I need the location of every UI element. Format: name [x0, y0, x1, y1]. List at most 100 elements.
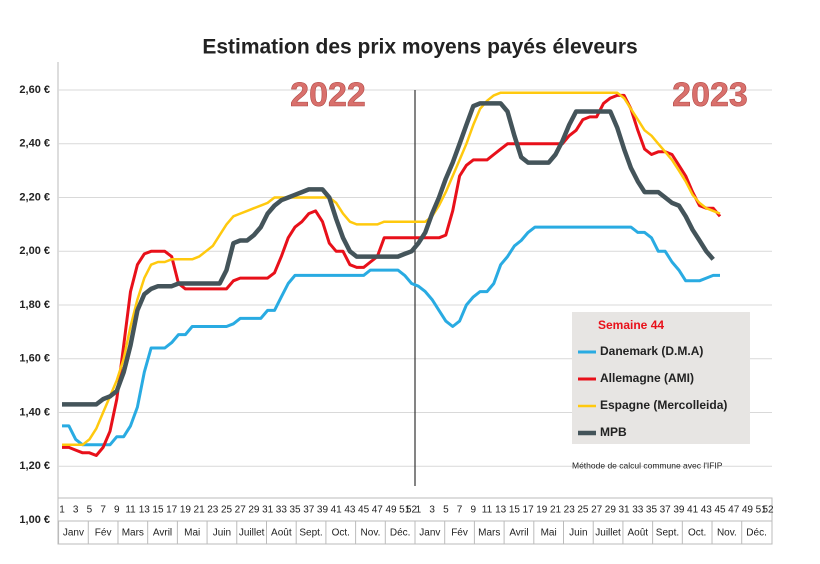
- y-tick-label: 2,40 €: [19, 138, 50, 150]
- y-tick-label: 2,60 €: [19, 84, 50, 96]
- y-tick-label: 1,80 €: [19, 299, 50, 311]
- x-tick-label: 49: [742, 505, 754, 516]
- x-month-label: Janv: [63, 528, 84, 539]
- x-tick-label: 37: [660, 505, 672, 516]
- series-line: [62, 93, 722, 457]
- x-tick-label: 23: [564, 505, 576, 516]
- x-month-label: Août: [627, 528, 648, 539]
- x-tick-label: 5: [87, 505, 93, 516]
- series-line: [62, 91, 721, 447]
- legend-label: MPB: [600, 425, 627, 439]
- x-tick-label: 39: [673, 505, 685, 516]
- plot-area: 1,00 € 1,20 € 1,40 € 1,60 € 1,80 € 2,00 € 2,20…: [19, 62, 774, 545]
- y-tick-label: 2,00 €: [19, 245, 50, 257]
- y-tick-label: 2,20 €: [19, 191, 50, 203]
- x-month-label: Août: [271, 528, 292, 539]
- x-tick-label: 45: [714, 505, 726, 516]
- x-tick-label: 49: [385, 505, 397, 516]
- x-month-label: Sept.: [299, 528, 322, 539]
- y-tick-label: 1,00 €: [19, 514, 50, 526]
- x-month-label: Janv: [419, 528, 440, 539]
- x-tick-label: 33: [632, 505, 644, 516]
- x-tick-label: 9: [114, 505, 120, 516]
- y-tick-label: 1,20 €: [19, 460, 50, 472]
- x-tick-label: 1: [59, 505, 65, 516]
- x-month-label: Nov.: [361, 528, 381, 539]
- legend-title: Semaine 44: [598, 318, 664, 332]
- x-tick-label: 45: [358, 505, 370, 516]
- x-month-label: Mai: [541, 528, 557, 539]
- x-month-label: Déc.: [390, 528, 411, 539]
- x-tick-label: 21: [194, 505, 206, 516]
- x-tick-label: 33: [276, 505, 288, 516]
- x-month-label: Déc.: [746, 528, 767, 539]
- x-tick-label: 29: [605, 505, 617, 516]
- legend: Semaine 44 Danemark (D.M.A) Allemagne (AM…: [572, 312, 750, 444]
- x-month-label: Mars: [122, 528, 144, 539]
- x-tick-label: 27: [591, 505, 603, 516]
- x-tick-label: 15: [509, 505, 521, 516]
- note: Méthode de calcul commune avec l'IFIP: [572, 460, 723, 470]
- year-label: 2023: [672, 76, 748, 114]
- year-label: 2022: [290, 76, 366, 114]
- x-tick-label: 47: [372, 505, 384, 516]
- x-tick-label: 7: [100, 505, 106, 516]
- x-tick-label: 41: [331, 505, 343, 516]
- x-tick-label: 9: [470, 505, 476, 516]
- x-month-label: Oct.: [332, 528, 350, 539]
- y-tick-label: 1,60 €: [19, 353, 50, 365]
- x-tick-label: 5: [443, 505, 449, 516]
- x-tick-label: 29: [248, 505, 260, 516]
- x-tick-label: 3: [429, 505, 435, 516]
- x-month-label: Mai: [184, 528, 200, 539]
- x-month-label: Juin: [569, 528, 587, 539]
- x-tick-label: 51: [756, 505, 768, 516]
- x-tick-label: 7: [457, 505, 463, 516]
- x-tick-label: 1: [416, 505, 422, 516]
- x-tick-label: 52: [406, 505, 418, 516]
- x-month-label: Oct.: [688, 528, 706, 539]
- x-tick-label: 25: [577, 505, 589, 516]
- x-tick-label: 19: [536, 505, 548, 516]
- x-month-label: Juillet: [595, 528, 621, 539]
- series-line: [62, 101, 715, 407]
- x-tick-label: 31: [618, 505, 630, 516]
- x-tick-label: 35: [289, 505, 301, 516]
- x-tick-label: 21: [550, 505, 562, 516]
- x-tick-label: 19: [180, 505, 192, 516]
- x-tick-label: 43: [701, 505, 713, 516]
- x-tick-label: 23: [207, 505, 219, 516]
- x-tick-label: 15: [152, 505, 164, 516]
- x-month-label: Sept.: [656, 528, 679, 539]
- x-tick-label: 47: [728, 505, 740, 516]
- x-tick-label: 27: [235, 505, 247, 516]
- x-tick-label: 11: [482, 505, 493, 516]
- x-tick-label: 31: [262, 505, 274, 516]
- x-month-label: Fév: [451, 528, 468, 539]
- series-line: [62, 225, 720, 447]
- x-month-label: Fév: [95, 528, 112, 539]
- x-tick-label: 3: [73, 505, 79, 516]
- legend-label: Espagne (Mercolleida): [600, 398, 727, 412]
- x-month-label: Mars: [478, 528, 500, 539]
- x-month-label: Juin: [213, 528, 231, 539]
- legend-label: Allemagne (AMI): [600, 371, 694, 385]
- x-month-label: Avril: [509, 528, 528, 539]
- legend-label: Danemark (D.M.A): [600, 344, 703, 358]
- x-tick-label: 13: [495, 505, 507, 516]
- x-tick-label: 17: [166, 505, 178, 516]
- y-tick-label: 1,40 €: [19, 406, 50, 418]
- x-tick-label: 43: [344, 505, 356, 516]
- x-tick-label: 41: [687, 505, 699, 516]
- x-tick-label: 51: [399, 505, 411, 516]
- x-tick-label: 52: [762, 505, 774, 516]
- x-month-label: Juillet: [239, 528, 265, 539]
- legend-box: [572, 312, 750, 444]
- x-tick-label: 13: [139, 505, 151, 516]
- x-month-label: Avril: [153, 528, 172, 539]
- x-tick-label: 39: [317, 505, 329, 516]
- x-month-label: Nov.: [717, 528, 737, 539]
- x-tick-label: 35: [646, 505, 658, 516]
- x-tick-label: 37: [303, 505, 315, 516]
